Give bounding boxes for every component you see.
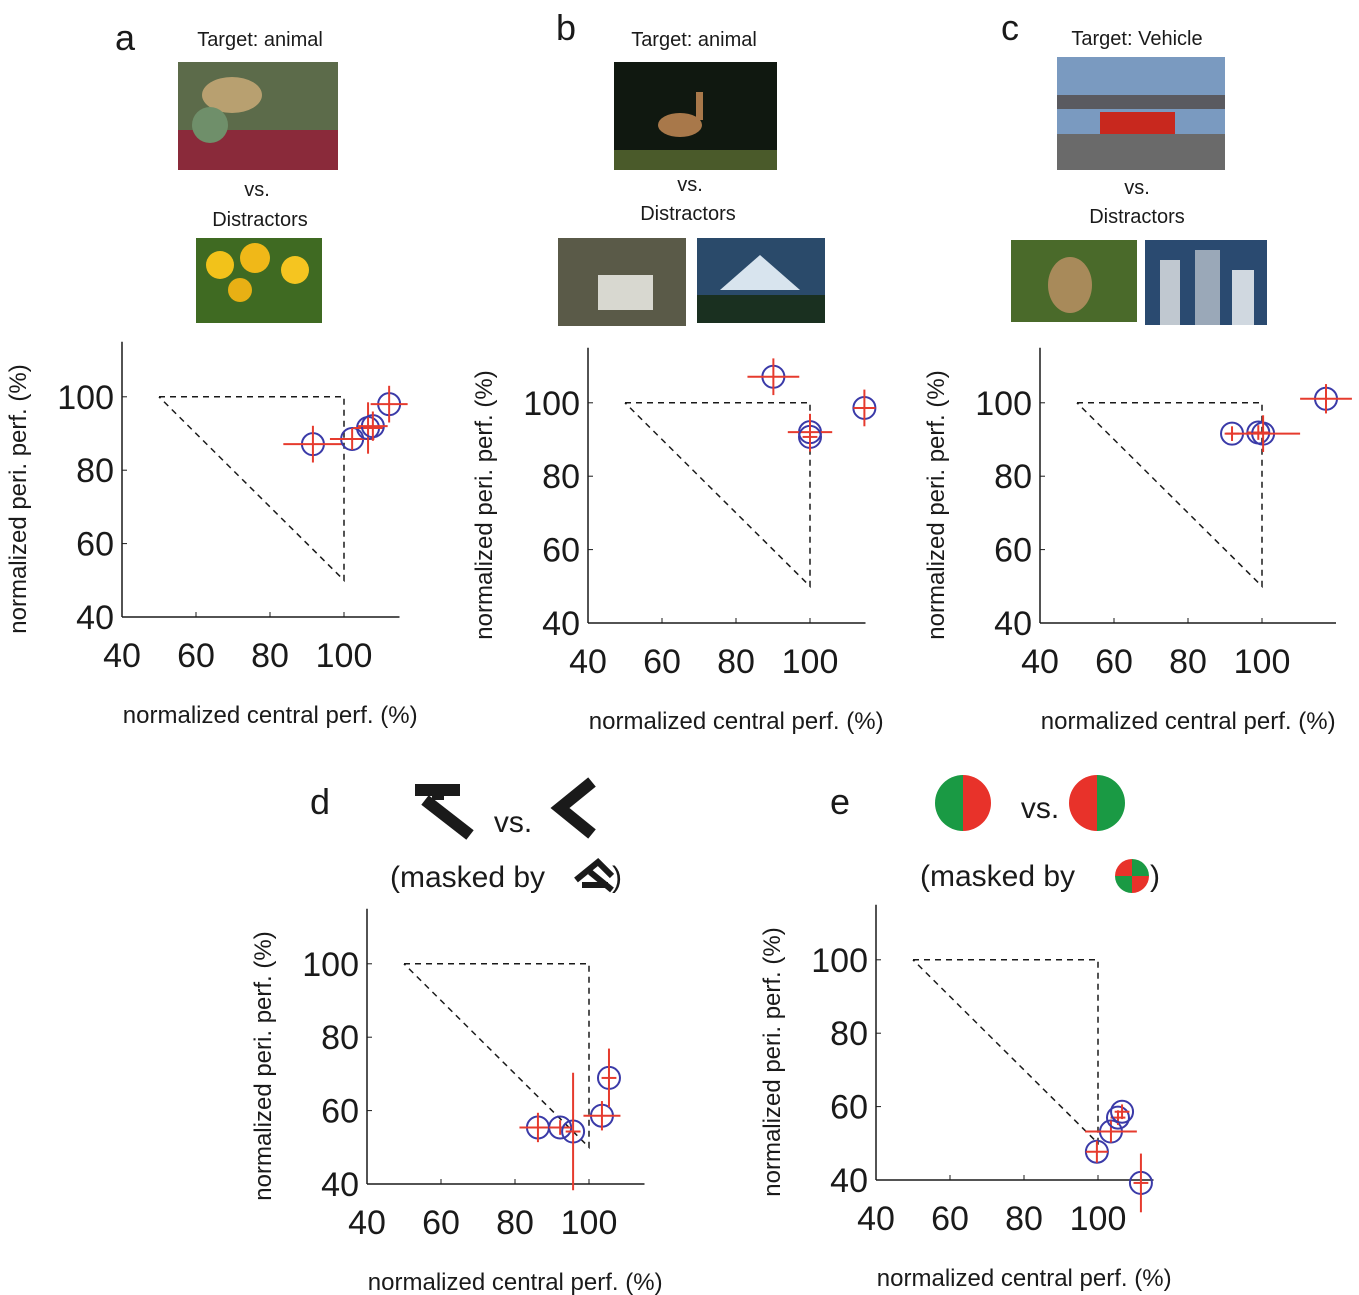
mask-label: ) — [1150, 860, 1160, 893]
mask-label: (masked by — [390, 861, 545, 894]
x-tick-label: 80 — [717, 643, 755, 681]
vs-label: vs. — [494, 806, 532, 839]
distractor-image — [1145, 240, 1267, 325]
y-tick-label: 80 — [830, 1015, 868, 1053]
distractor-image — [558, 238, 686, 326]
y-axis-label: normalized peri. perf. (%) — [923, 370, 950, 639]
x-tick-label: 40 — [569, 643, 607, 681]
reference-triangle — [158, 396, 345, 583]
x-tick-label: 60 — [177, 637, 215, 675]
point — [1110, 1099, 1135, 1124]
distractors-label: Distractors — [212, 209, 308, 231]
stimulus-t — [415, 784, 474, 840]
y-tick-label: 100 — [975, 385, 1032, 423]
target-label: Target: Vehicle — [1071, 28, 1202, 50]
y-tick-label: 60 — [830, 1089, 868, 1127]
x-tick-label: 80 — [251, 637, 289, 675]
panel-letter: b — [556, 7, 576, 48]
mask-label: (masked by — [920, 860, 1075, 893]
y-tick-label: 100 — [811, 942, 868, 980]
x-axis-label: normalized central perf. (%) — [589, 708, 884, 735]
stimulus-disk — [935, 775, 991, 831]
target-label: Target: animal — [197, 29, 323, 51]
reference-triangle — [1076, 402, 1263, 589]
vs-label: vs. — [677, 174, 703, 196]
x-tick-label: 40 — [348, 1204, 386, 1242]
stimulus-disk — [1069, 775, 1125, 831]
x-axis-label: normalized central perf. (%) — [877, 1265, 1172, 1292]
x-tick-label: 100 — [561, 1204, 618, 1242]
y-tick-label: 80 — [321, 1019, 359, 1057]
panel-letter: d — [310, 781, 330, 822]
distractor-image — [697, 238, 825, 323]
distractor-image — [1011, 240, 1137, 322]
mask-icon — [574, 857, 615, 893]
vs-label: vs. — [1021, 792, 1059, 825]
x-tick-label: 80 — [496, 1204, 534, 1242]
y-tick-label: 100 — [302, 946, 359, 984]
x-tick-label: 100 — [782, 643, 839, 681]
y-tick-label: 40 — [321, 1166, 359, 1204]
x-tick-label: 100 — [1070, 1200, 1127, 1238]
y-tick-label: 80 — [994, 458, 1032, 496]
x-tick-label: 80 — [1005, 1200, 1043, 1238]
x-tick-label: 60 — [931, 1200, 969, 1238]
target-image — [1057, 57, 1225, 170]
y-tick-label: 80 — [542, 458, 580, 496]
reference-triangle — [624, 402, 811, 589]
y-axis-label: normalized peri. perf. (%) — [250, 931, 277, 1200]
x-tick-label: 40 — [1021, 643, 1059, 681]
y-tick-label: 60 — [321, 1093, 359, 1131]
y-tick-label: 60 — [542, 532, 580, 570]
x-tick-label: 40 — [857, 1200, 895, 1238]
panel-letter: a — [115, 17, 136, 58]
y-tick-label: 40 — [830, 1162, 868, 1200]
y-tick-label: 60 — [76, 526, 114, 564]
x-axis-label: normalized central perf. (%) — [1041, 708, 1336, 735]
y-tick-label: 40 — [994, 605, 1032, 643]
y-tick-label: 60 — [994, 532, 1032, 570]
x-axis-label: normalized central perf. (%) — [368, 1269, 663, 1295]
x-axis-label: normalized central perf. (%) — [123, 702, 418, 729]
x-tick-label: 60 — [643, 643, 681, 681]
point — [1105, 1105, 1130, 1130]
panel-letter: e — [830, 781, 850, 822]
mask-icon — [1115, 859, 1149, 893]
target-label: Target: animal — [631, 29, 757, 51]
vs-label: vs. — [1124, 177, 1150, 199]
y-tick-label: 80 — [76, 452, 114, 490]
x-tick-label: 100 — [316, 637, 373, 675]
y-tick-label: 40 — [76, 599, 114, 637]
stimulus-l — [550, 777, 596, 839]
y-axis-label: normalized peri. perf. (%) — [5, 364, 32, 633]
y-tick-label: 40 — [542, 605, 580, 643]
reference-triangle — [912, 959, 1099, 1146]
target-image — [614, 62, 777, 170]
vs-label: vs. — [244, 179, 270, 201]
y-tick-label: 100 — [523, 385, 580, 423]
x-tick-label: 100 — [1234, 643, 1291, 681]
distractors-label: Distractors — [1089, 206, 1185, 228]
y-axis-label: normalized peri. perf. (%) — [471, 370, 498, 639]
y-axis-label: normalized peri. perf. (%) — [759, 927, 786, 1196]
panel-letter: c — [1001, 7, 1019, 48]
mask-label: ) — [612, 861, 622, 894]
reference-triangle — [403, 963, 590, 1150]
target-image — [178, 62, 338, 170]
x-tick-label: 40 — [103, 637, 141, 675]
x-tick-label: 80 — [1169, 643, 1207, 681]
x-tick-label: 60 — [1095, 643, 1133, 681]
x-tick-label: 60 — [422, 1204, 460, 1242]
distractor-image — [196, 238, 322, 323]
distractors-label: Distractors — [640, 203, 736, 225]
y-tick-label: 100 — [57, 379, 114, 417]
